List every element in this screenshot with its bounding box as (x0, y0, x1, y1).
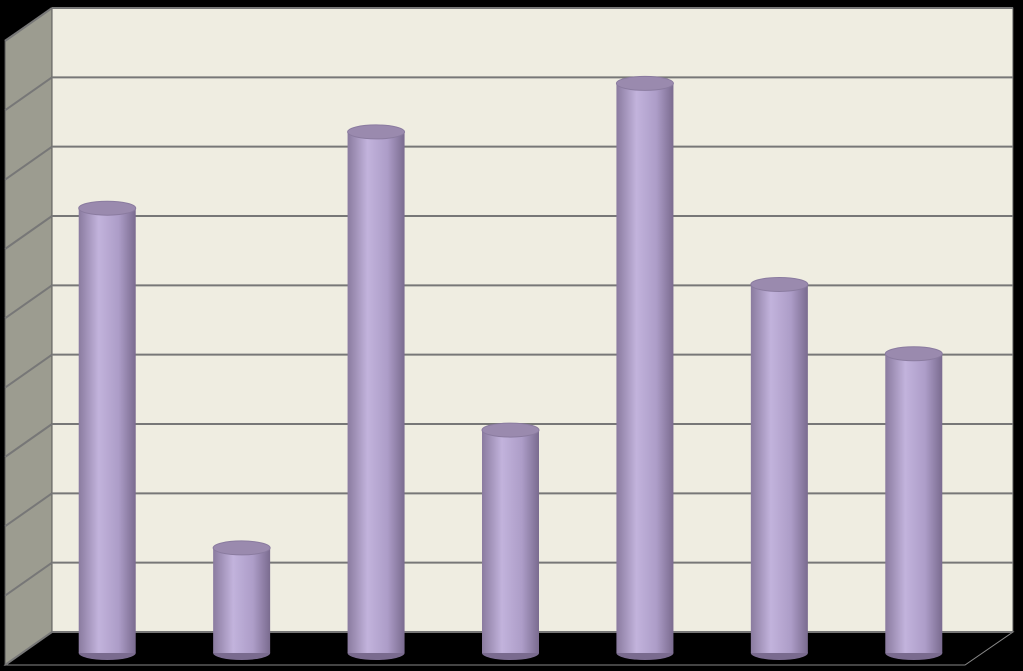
cylinder (78, 208, 136, 653)
cylinder-top (347, 124, 406, 140)
side-grid-line (4, 423, 53, 458)
cylinder (616, 83, 674, 653)
side-grid-line (4, 7, 53, 42)
cylinder (347, 131, 405, 653)
cylinder-top (481, 422, 540, 438)
cylinder-top (884, 346, 943, 362)
cylinder-top (212, 540, 271, 556)
cylinder-top (750, 276, 809, 292)
side-grid-line (4, 631, 53, 666)
side-grid-line (4, 561, 53, 597)
cylinder (750, 284, 808, 653)
side-grid-line (4, 215, 53, 250)
cylinder (213, 547, 271, 653)
side-grid-line (4, 284, 53, 320)
side-grid-line (4, 353, 53, 389)
cylinder (885, 353, 943, 653)
cylinder-top (615, 75, 674, 91)
side-grid-line (4, 76, 53, 112)
cylinder-top (78, 200, 137, 216)
cylinder (482, 430, 539, 653)
side-grid-line (4, 492, 53, 528)
side-grid-line (4, 145, 53, 181)
